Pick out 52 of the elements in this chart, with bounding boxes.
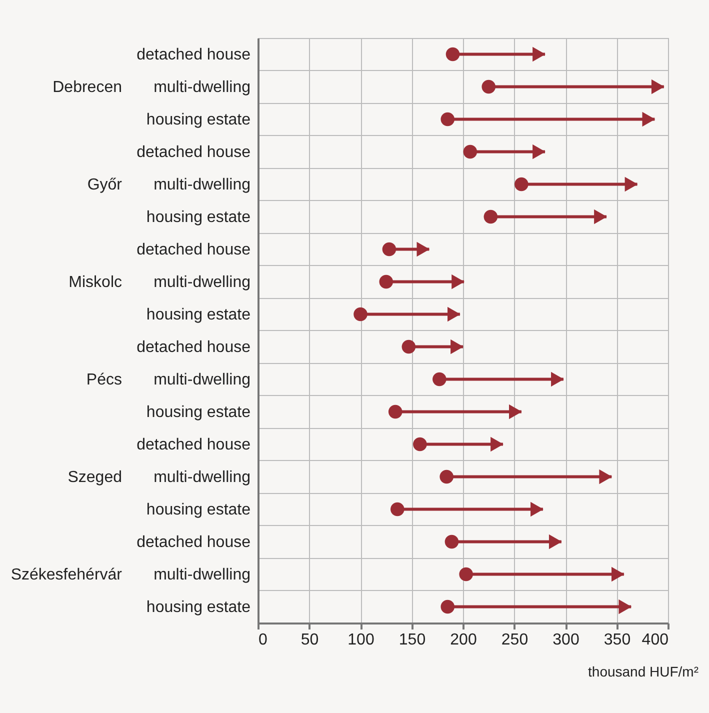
point <box>354 307 368 322</box>
text: Miskolc <box>68 274 122 291</box>
y-tick-label: multi-dwelling <box>154 78 250 96</box>
y-tick-label: detached house <box>136 144 251 161</box>
x-tick-label: 50 <box>300 632 319 648</box>
y-tick-label: housing estate <box>146 501 251 518</box>
x-tick-label: 200 <box>450 632 477 648</box>
point <box>388 404 402 419</box>
y-tick-label: detached house <box>136 241 251 258</box>
y-tick-label: housing estate <box>146 111 251 128</box>
text: Pécs <box>86 371 122 388</box>
y-tick-label: multi-dwelling <box>154 468 250 486</box>
text: Szeged <box>68 468 122 486</box>
point <box>444 534 459 549</box>
y-tick-label: multi-dwelling <box>154 274 250 291</box>
text: Győr <box>87 176 123 194</box>
point <box>413 437 427 452</box>
x-tick-label: 250 <box>501 632 528 648</box>
y-tick-label: multi-dwelling <box>154 176 250 194</box>
x-tick-label: 100 <box>348 632 374 648</box>
x-axis-title: thousand HUF/m² <box>588 664 699 680</box>
point <box>514 177 528 192</box>
point <box>482 80 496 94</box>
x-tick-label: 350 <box>604 632 631 648</box>
x-tick-label: 0 <box>258 632 268 648</box>
point <box>382 242 396 256</box>
y-tick-label: housing estate <box>146 306 251 324</box>
x-tick-label: 150 <box>398 632 426 648</box>
y-tick-label: housing estate <box>146 598 251 616</box>
y-tick-label: detached house <box>136 338 251 356</box>
point <box>440 600 455 614</box>
y-tick-label: detached house <box>136 436 251 454</box>
point <box>440 470 454 484</box>
point <box>440 112 455 126</box>
point <box>463 144 478 159</box>
text: Debrecen <box>52 78 122 96</box>
point <box>432 372 446 386</box>
point <box>379 274 394 289</box>
y-tick-label: detached house <box>136 46 251 64</box>
x-tick-label: 400 <box>642 632 669 648</box>
point <box>402 340 416 354</box>
point <box>446 47 460 62</box>
text: Székesfehérvár <box>10 566 123 584</box>
y-tick-label: housing estate <box>146 208 251 226</box>
y-tick-label: multi-dwelling <box>154 566 250 584</box>
point <box>459 567 473 582</box>
x-tick-label: 300 <box>552 632 580 648</box>
point <box>390 502 404 516</box>
point <box>484 210 498 224</box>
y-tick-label: detached house <box>136 534 251 551</box>
y-tick-label: multi-dwelling <box>154 371 250 388</box>
y-tick-label: housing estate <box>146 404 251 421</box>
